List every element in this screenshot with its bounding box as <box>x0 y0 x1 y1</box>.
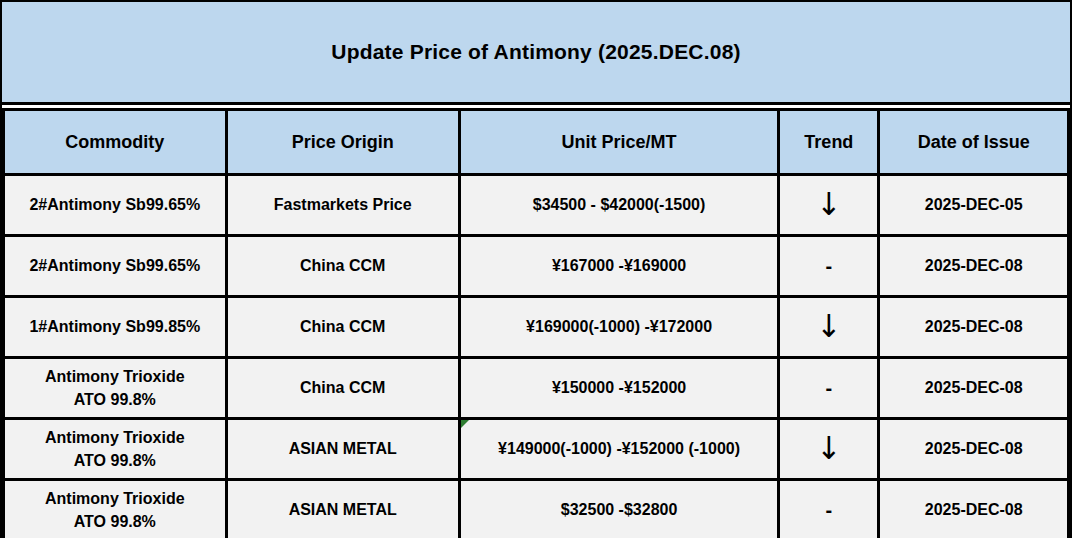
trend-down-icon: ↓ <box>816 189 841 221</box>
commodity-cell: Antimony Trioxide ATO 99.8% <box>4 358 227 419</box>
cell-note-triangle-icon <box>461 420 469 428</box>
table-row: 1#Antimony Sb99.85% China CCM ¥169000(-1… <box>4 297 1069 358</box>
trend-cell: - <box>779 480 879 538</box>
price-origin-cell: ASIAN METAL <box>226 480 459 538</box>
price-origin-cell: China CCM <box>226 297 459 358</box>
commodity-cell: 2#Antimony Sb99.65% <box>4 175 227 236</box>
table-row: 2#Antimony Sb99.65% Fastmarkets Price $3… <box>4 175 1069 236</box>
page-title: Update Price of Antimony (2025.DEC.08) <box>2 2 1070 105</box>
unit-price-cell: $32500 -$32800 <box>459 480 779 538</box>
header-row: Commodity Price Origin Unit Price/MT Tre… <box>4 110 1069 175</box>
price-origin-cell: Fastmarkets Price <box>226 175 459 236</box>
trend-flat-icon: - <box>826 499 833 521</box>
trend-cell: - <box>779 236 879 297</box>
price-origin-cell: ASIAN METAL <box>226 419 459 480</box>
date-of-issue-cell: 2025-DEC-08 <box>879 358 1069 419</box>
trend-down-icon: ↓ <box>816 311 841 343</box>
date-of-issue-cell: 2025-DEC-08 <box>879 480 1069 538</box>
trend-down-icon: ↓ <box>816 433 841 465</box>
unit-price-cell: ¥167000 -¥169000 <box>459 236 779 297</box>
table-row: Antimony Trioxide ATO 99.8% ASIAN METAL … <box>4 419 1069 480</box>
table-row: 2#Antimony Sb99.65% China CCM ¥167000 -¥… <box>4 236 1069 297</box>
price-origin-cell: China CCM <box>226 358 459 419</box>
commodity-cell: 2#Antimony Sb99.65% <box>4 236 227 297</box>
price-table: Commodity Price Origin Unit Price/MT Tre… <box>2 108 1070 538</box>
unit-price-cell: ¥150000 -¥152000 <box>459 358 779 419</box>
trend-flat-icon: - <box>826 255 833 277</box>
column-header-date-of-issue: Date of Issue <box>879 110 1069 175</box>
unit-price-cell: ¥169000(-1000) -¥172000 <box>459 297 779 358</box>
column-header-unit-price: Unit Price/MT <box>459 110 779 175</box>
column-header-price-origin: Price Origin <box>226 110 459 175</box>
table-row: Antimony Trioxide ATO 99.8% ASIAN METAL … <box>4 480 1069 538</box>
table-row: Antimony Trioxide ATO 99.8% China CCM ¥1… <box>4 358 1069 419</box>
trend-cell: ↓ <box>779 297 879 358</box>
antimony-price-sheet: Update Price of Antimony (2025.DEC.08) C… <box>0 0 1072 538</box>
price-origin-cell: China CCM <box>226 236 459 297</box>
trend-cell: ↓ <box>779 419 879 480</box>
commodity-cell: Antimony Trioxide ATO 99.8% <box>4 419 227 480</box>
date-of-issue-cell: 2025-DEC-08 <box>879 236 1069 297</box>
date-of-issue-cell: 2025-DEC-08 <box>879 419 1069 480</box>
unit-price-cell: ¥149000(-1000) -¥152000 (-1000) <box>459 419 779 480</box>
date-of-issue-cell: 2025-DEC-05 <box>879 175 1069 236</box>
column-header-trend: Trend <box>779 110 879 175</box>
trend-cell: - <box>779 358 879 419</box>
trend-flat-icon: - <box>826 377 833 399</box>
column-header-commodity: Commodity <box>4 110 227 175</box>
date-of-issue-cell: 2025-DEC-08 <box>879 297 1069 358</box>
commodity-cell: Antimony Trioxide ATO 99.8% <box>4 480 227 538</box>
trend-cell: ↓ <box>779 175 879 236</box>
unit-price-cell: $34500 - $42000(-1500) <box>459 175 779 236</box>
commodity-cell: 1#Antimony Sb99.85% <box>4 297 227 358</box>
